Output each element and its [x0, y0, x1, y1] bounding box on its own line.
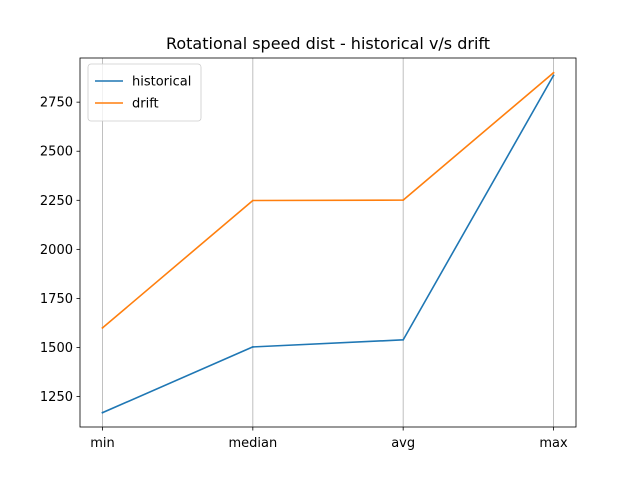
y-axis: 1250 1500 1750 2000 2250 2500 2750 [40, 96, 80, 405]
series-lines [101, 71, 555, 414]
series-line-drift [101, 71, 555, 330]
y-tick-label: 1750 [40, 292, 73, 307]
data-point-historical [552, 74, 555, 77]
legend: historical drift [87, 63, 202, 122]
y-tick-label: 2500 [40, 145, 73, 160]
x-axis: min median avg max [90, 427, 568, 451]
x-tick-label: max [539, 436, 568, 451]
data-point-historical [101, 411, 104, 414]
legend-box [87, 63, 202, 122]
y-tick-label: 2750 [40, 96, 73, 111]
data-point-historical [402, 338, 405, 341]
legend-label-drift: drift [132, 97, 159, 112]
legend-label-historical: historical [132, 75, 191, 90]
data-point-drift [101, 326, 104, 329]
x-tick-label: median [228, 436, 277, 451]
series-line-historical [101, 74, 555, 414]
y-tick-label: 1500 [40, 341, 73, 356]
data-point-drift [251, 199, 254, 202]
y-tick-label: 1250 [40, 390, 73, 405]
data-point-drift [552, 71, 555, 74]
data-point-drift [402, 199, 405, 202]
x-tick-label: avg [391, 436, 415, 451]
y-tick-label: 2250 [40, 194, 73, 209]
x-tick-label: min [90, 436, 115, 451]
chart-title: Rotational speed dist - historical v/s d… [166, 34, 490, 53]
y-tick-label: 2000 [40, 243, 73, 258]
data-point-historical [251, 346, 254, 348]
axes-frame [79, 57, 577, 428]
